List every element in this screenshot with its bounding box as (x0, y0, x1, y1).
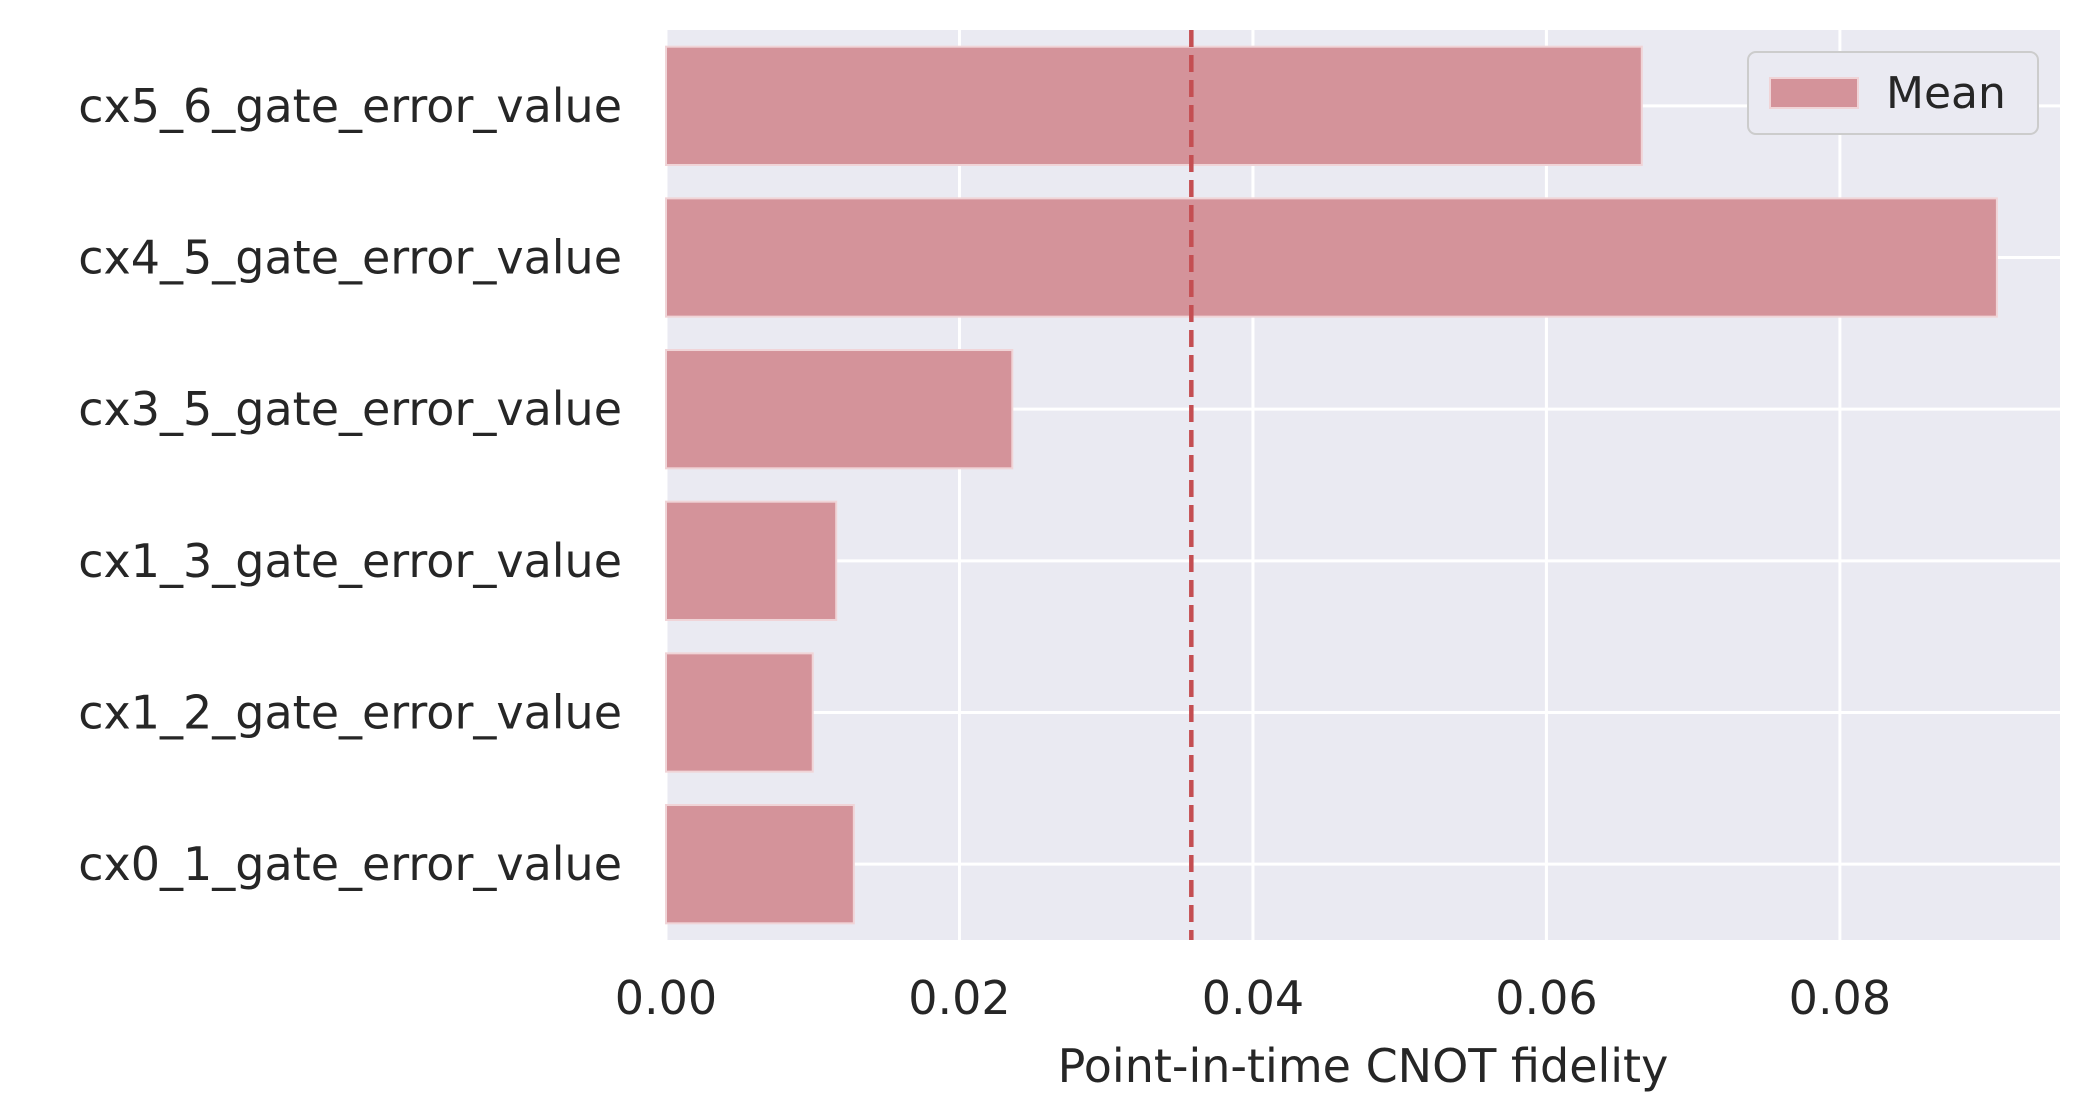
x-tick-label-3: 0.06 (1495, 971, 1597, 1025)
bars (665, 45, 1998, 925)
category-label-2: cx3_5_gate_error_value (78, 382, 622, 436)
category-label-5: cx0_1_gate_error_value (78, 837, 622, 891)
plot-area (666, 30, 2060, 940)
bar-cx1_3_gate_error_value (665, 500, 838, 621)
legend: Mean (1747, 51, 2039, 135)
x-axis-title: Point-in-time CNOT fidelity (1058, 1039, 1669, 1093)
category-labels: cx5_6_gate_error_value cx4_5_gate_error_v… (78, 79, 622, 891)
legend-box (1747, 51, 2039, 135)
x-tick-label-1: 0.02 (908, 971, 1010, 1025)
legend-swatch-mean (1769, 77, 1859, 109)
x-tick-label-2: 0.04 (1202, 971, 1304, 1025)
category-label-3: cx1_3_gate_error_value (78, 534, 622, 588)
legend-label-mean: Mean (1886, 68, 2006, 119)
category-label-4: cx1_2_gate_error_value (78, 686, 622, 740)
bar-cx4_5_gate_error_value (665, 197, 1998, 318)
category-label-0: cx5_6_gate_error_value (78, 79, 622, 133)
x-tick-label-4: 0.08 (1789, 971, 1891, 1025)
bar-cx1_2_gate_error_value (665, 652, 814, 773)
x-tick-labels: 0.00 0.02 0.04 0.06 0.08 (615, 971, 1891, 1025)
bar-cx5_6_gate_error_value (665, 45, 1643, 166)
bar-cx3_5_gate_error_value (665, 349, 1014, 470)
category-label-1: cx4_5_gate_error_value (78, 231, 622, 285)
bar-cx0_1_gate_error_value (665, 804, 855, 925)
x-tick-label-0: 0.00 (615, 971, 717, 1025)
